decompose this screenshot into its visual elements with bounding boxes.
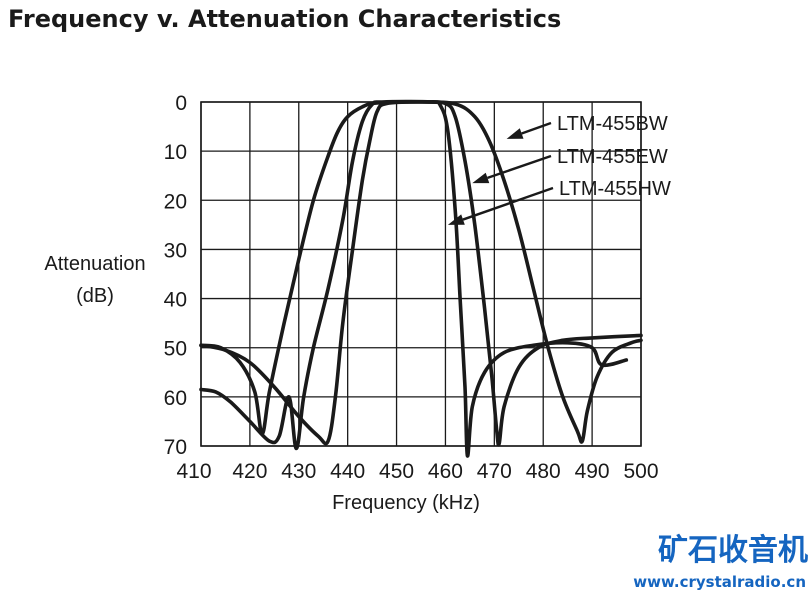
- y-axis-label: Attenuation: [44, 253, 145, 275]
- x-tick-label: 430: [281, 460, 316, 483]
- legend-leaders: LTM-455BW LTM-455EW LTM-455HW: [447, 113, 671, 225]
- grid: [200, 101, 642, 447]
- x-tick-label: 470: [477, 460, 512, 483]
- series-lines: [199, 99, 643, 458]
- x-axis-label: Frequency (kHz): [332, 492, 480, 514]
- leader-line-ltm-455hw: [462, 186, 554, 221]
- leader-arrowhead-ltm-455hw: [447, 214, 465, 225]
- leader-arrowhead-ltm-455bw: [506, 128, 524, 139]
- y-tick-label: 0: [175, 92, 187, 115]
- y-axis-unit-label: (dB): [76, 285, 114, 307]
- leader-arrowhead-ltm-455ew: [472, 172, 490, 184]
- y-tick-label: 60: [164, 387, 187, 410]
- x-tick-label: 450: [379, 460, 414, 483]
- watermark: 矿石收音机 www.crystalradio.cn: [633, 533, 808, 591]
- watermark-logo-text: 矿石收音机: [658, 533, 808, 568]
- x-tick-label: 480: [526, 460, 561, 483]
- y-tick-label: 20: [164, 190, 187, 213]
- legend-label-ltm-455bw: LTM-455BW: [557, 113, 668, 135]
- leader-line-ltm-455ew: [487, 154, 552, 180]
- chart-title: Frequency v. Attenuation Characteristics: [8, 5, 561, 33]
- x-tick-label: 420: [232, 460, 267, 483]
- x-tick-label: 440: [330, 460, 365, 483]
- legend-label-ltm-455hw: LTM-455HW: [559, 178, 671, 200]
- x-tick-label: 490: [575, 460, 610, 483]
- series-line-ltm-455hw: [199, 99, 629, 458]
- y-tick-label: 40: [164, 289, 187, 312]
- y-tick-label: 70: [164, 436, 187, 459]
- y-tick-label: 30: [164, 239, 187, 262]
- x-tick-label: 500: [623, 460, 658, 483]
- y-tick-label: 10: [164, 141, 187, 164]
- leader-line-ltm-455bw: [521, 121, 552, 135]
- watermark-url: www.crystalradio.cn: [633, 573, 806, 591]
- y-tick-label: 50: [164, 338, 187, 361]
- x-tick-label: 460: [428, 460, 463, 483]
- legend-label-ltm-455ew: LTM-455EW: [557, 146, 668, 168]
- x-tick-label: 410: [176, 460, 211, 483]
